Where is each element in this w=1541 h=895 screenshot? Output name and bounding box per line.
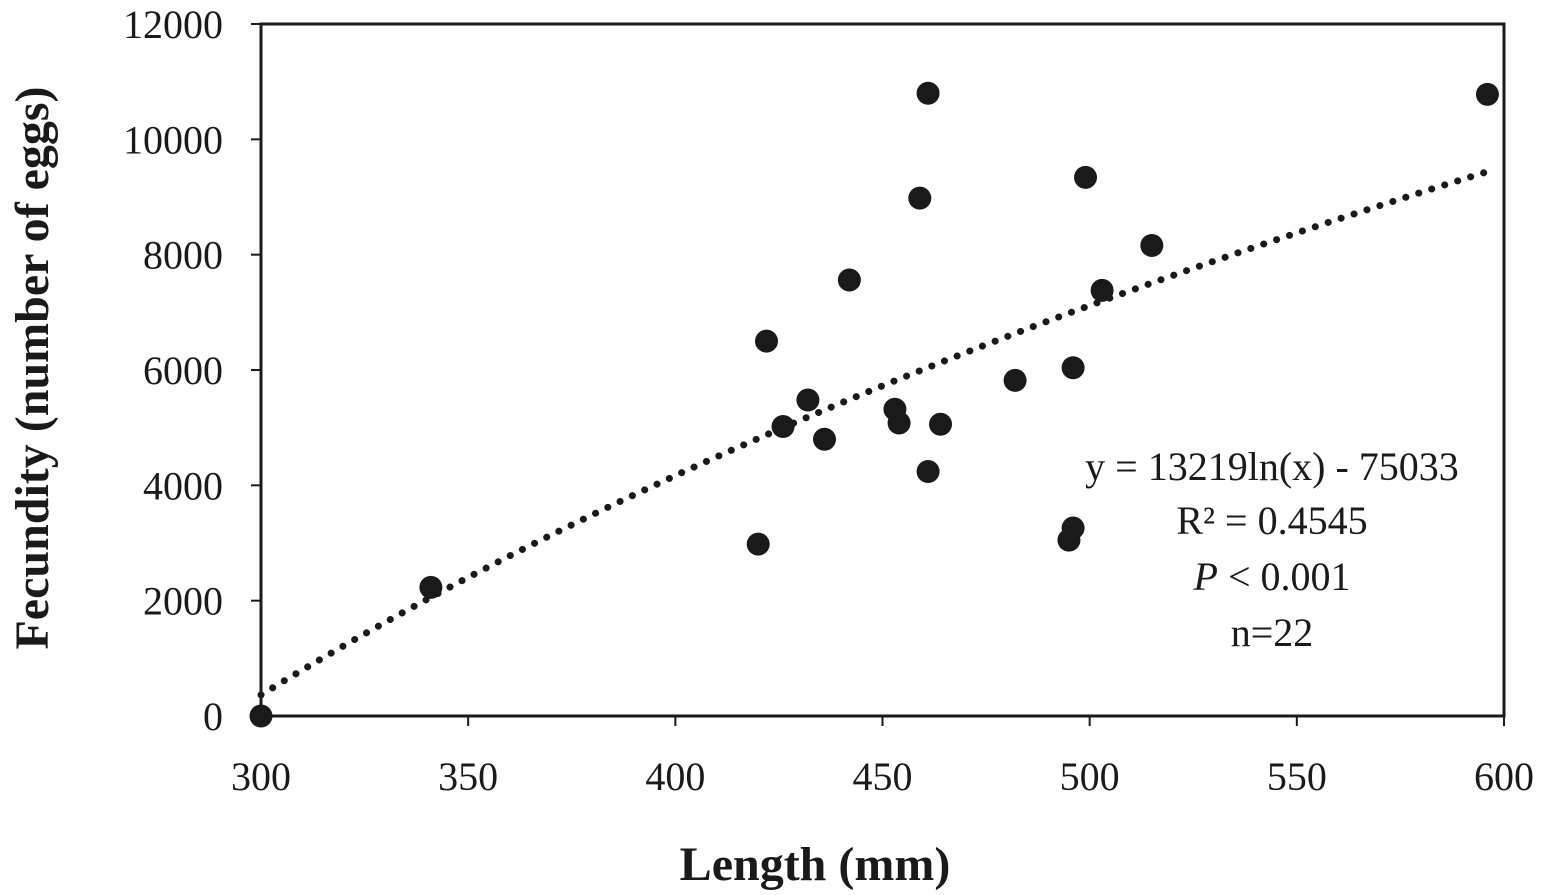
x-tick-label: 600 [1474, 754, 1534, 799]
data-point [812, 427, 836, 451]
data-point [1140, 233, 1164, 257]
data-point [771, 415, 795, 439]
data-points-layer [249, 81, 1499, 728]
x-axis-ticks: 300 350 400 450 500 550 600 [231, 716, 1534, 799]
data-point [754, 329, 778, 353]
data-point [1003, 368, 1027, 392]
y-tick-label: 4000 [143, 463, 223, 508]
data-point [887, 411, 911, 435]
sample-size-label: n=22 [1231, 610, 1314, 655]
data-point [1061, 516, 1085, 540]
data-point [1475, 82, 1499, 106]
y-axis-ticks: 0 2000 4000 6000 8000 10000 12000 [123, 2, 261, 739]
x-tick-label: 550 [1267, 754, 1327, 799]
equation-label: y = 13219ln(x) - 75033 [1085, 444, 1459, 489]
data-point [746, 532, 770, 556]
x-tick-label: 400 [645, 754, 705, 799]
data-point [796, 388, 820, 412]
x-tick-label: 350 [438, 754, 498, 799]
data-point [908, 186, 932, 210]
y-tick-label: 6000 [143, 348, 223, 393]
data-point [929, 412, 953, 436]
data-point [1061, 356, 1085, 380]
x-tick-label: 300 [231, 754, 291, 799]
plot-area-frame [259, 22, 1506, 718]
y-axis-title: Fecundity (number of eggs) [6, 86, 59, 649]
y-tick-label: 8000 [143, 233, 223, 278]
data-point [1090, 278, 1114, 302]
p-value-label: P < 0.001 [1193, 554, 1351, 599]
data-point [916, 459, 940, 483]
x-tick-label: 450 [853, 754, 913, 799]
x-axis-title: Length (mm) [680, 838, 951, 891]
y-tick-label: 0 [203, 694, 223, 739]
y-tick-label: 2000 [143, 579, 223, 624]
x-tick-label: 500 [1060, 754, 1120, 799]
r-squared-label: R² = 0.4545 [1176, 498, 1367, 543]
data-point [916, 81, 940, 105]
p-value-symbol: P [1193, 554, 1218, 599]
data-point [1074, 165, 1098, 189]
p-value-text: < 0.001 [1218, 554, 1351, 599]
data-point [837, 268, 861, 292]
y-tick-label: 10000 [123, 117, 223, 162]
data-point [419, 575, 443, 599]
y-tick-label: 12000 [123, 2, 223, 47]
